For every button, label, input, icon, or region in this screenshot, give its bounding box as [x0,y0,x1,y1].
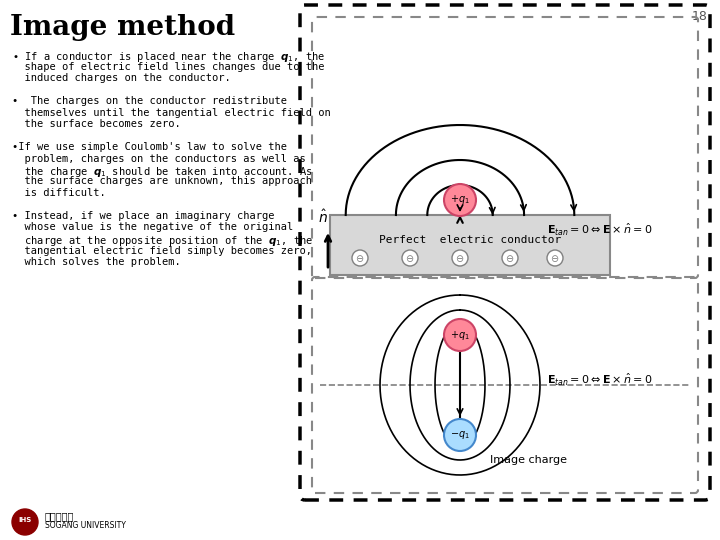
Text: induced charges on the conductor.: induced charges on the conductor. [12,73,230,83]
Text: which solves the problem.: which solves the problem. [12,257,181,267]
Text: $\mathbf{E}_{tan} = 0 \Leftrightarrow \mathbf{E} \times \hat{n} = 0$: $\mathbf{E}_{tan} = 0 \Leftrightarrow \m… [547,222,653,238]
Text: tangential electric field simply becomes zero,: tangential electric field simply becomes… [12,246,312,255]
Text: 18: 18 [692,10,708,23]
Circle shape [547,250,563,266]
Text: themselves until the tangential electric field on: themselves until the tangential electric… [12,107,330,118]
Circle shape [352,250,368,266]
Text: $\ominus$: $\ominus$ [356,253,364,264]
Text: Image charge: Image charge [490,455,567,465]
Circle shape [402,250,418,266]
Text: $\ominus$: $\ominus$ [505,253,515,264]
Text: the charge $\boldsymbol{q}_1$ should be taken into account. As: the charge $\boldsymbol{q}_1$ should be … [12,165,312,179]
Text: whose value is the negative of the original: whose value is the negative of the origi… [12,222,293,233]
Text: $\ominus$: $\ominus$ [455,253,464,264]
Circle shape [452,250,468,266]
Text: $\mathbf{E}_{tan} = 0 \Leftrightarrow \mathbf{E} \times \hat{n} = 0$: $\mathbf{E}_{tan} = 0 \Leftrightarrow \m… [547,372,653,388]
Text: the surface charges are unknown, this approach: the surface charges are unknown, this ap… [12,177,312,186]
Circle shape [502,250,518,266]
Text: charge at the opposite position of the $\boldsymbol{q}_1$, the: charge at the opposite position of the $… [12,234,313,248]
Text: is difficult.: is difficult. [12,188,106,198]
Text: SOGANG UNIVERSITY: SOGANG UNIVERSITY [45,522,126,530]
Circle shape [444,419,476,451]
Text: IHS: IHS [19,517,32,523]
Text: Perfect  electric conductor: Perfect electric conductor [379,235,561,245]
Circle shape [12,509,38,535]
Circle shape [444,184,476,216]
Text: problem, charges on the conductors as well as: problem, charges on the conductors as we… [12,153,306,164]
Text: $\ominus$: $\ominus$ [550,253,559,264]
Text: $\ominus$: $\ominus$ [405,253,415,264]
Text: shape of electric field lines changes due to the: shape of electric field lines changes du… [12,62,325,71]
Text: $+q_1$: $+q_1$ [450,328,470,341]
Text: the surface becomes zero.: the surface becomes zero. [12,119,181,129]
Text: $+q_1$: $+q_1$ [450,193,470,206]
Text: $-q_1$: $-q_1$ [450,429,470,441]
Text: •  The charges on the conductor redistribute: • The charges on the conductor redistrib… [12,96,287,106]
Text: 서강대학교: 서강대학교 [45,511,74,521]
Bar [330,215,610,275]
Text: Image method: Image method [10,14,235,41]
Text: • If a conductor is placed near the charge $\boldsymbol{q}_1$, the: • If a conductor is placed near the char… [12,50,325,64]
Text: $\hat{n}$: $\hat{n}$ [318,209,328,226]
Text: •If we use simple Coulomb's law to solve the: •If we use simple Coulomb's law to solve… [12,142,287,152]
Circle shape [444,319,476,351]
Text: • Instead, if we place an imaginary charge: • Instead, if we place an imaginary char… [12,211,274,221]
